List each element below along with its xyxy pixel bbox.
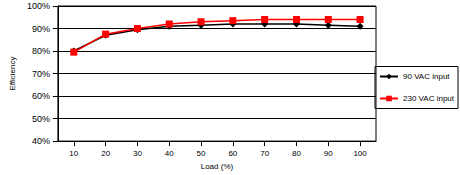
- svg-text:60: 60: [228, 149, 237, 158]
- svg-text:50%: 50%: [32, 114, 50, 124]
- svg-text:30: 30: [133, 149, 142, 158]
- svg-text:40%: 40%: [32, 136, 50, 146]
- svg-text:90: 90: [324, 149, 333, 158]
- svg-text:90 VAC input: 90 VAC input: [403, 72, 450, 81]
- svg-text:60%: 60%: [32, 91, 50, 101]
- svg-text:230 VAC input: 230 VAC input: [403, 94, 455, 103]
- svg-text:80%: 80%: [32, 46, 50, 56]
- svg-text:Efficiency: Efficiency: [8, 57, 17, 91]
- svg-text:70%: 70%: [32, 69, 50, 79]
- svg-text:80: 80: [292, 149, 301, 158]
- svg-text:100%: 100%: [27, 1, 50, 11]
- svg-text:20: 20: [101, 149, 110, 158]
- svg-text:40: 40: [165, 149, 174, 158]
- svg-text:90%: 90%: [32, 24, 50, 34]
- svg-text:100: 100: [353, 149, 367, 158]
- svg-text:10: 10: [69, 149, 78, 158]
- svg-text:Load (%): Load (%): [201, 162, 234, 171]
- svg-text:70: 70: [260, 149, 269, 158]
- svg-text:50: 50: [197, 149, 206, 158]
